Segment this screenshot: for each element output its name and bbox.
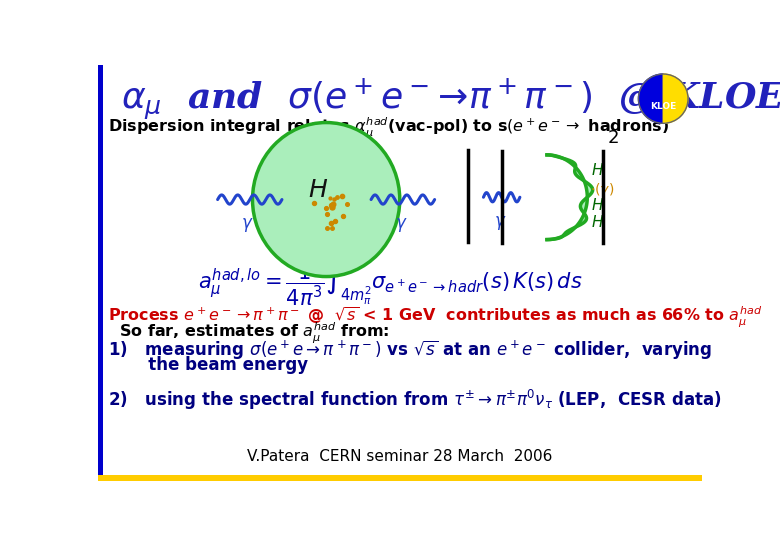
Text: $\alpha_{\mu}$  and  $\sigma(e^+e^- \!\rightarrow\! \pi^+\pi^-)$  @ KLOE: $\alpha_{\mu}$ and $\sigma(e^+e^- \!\rig… bbox=[121, 76, 780, 122]
Text: $\gamma$: $\gamma$ bbox=[241, 217, 254, 234]
Text: So far, estimates of $a_{\mu}^{had}$ from:: So far, estimates of $a_{\mu}^{had}$ fro… bbox=[108, 321, 390, 346]
Bar bbox=[98, 475, 702, 481]
Polygon shape bbox=[639, 74, 663, 123]
Text: $\gamma$: $\gamma$ bbox=[495, 214, 507, 232]
Bar bbox=[98, 65, 103, 481]
Text: $2$: $2$ bbox=[607, 129, 619, 147]
Text: $H$: $H$ bbox=[591, 197, 604, 213]
Text: $H$: $H$ bbox=[591, 163, 604, 178]
Text: V.Patera  CERN seminar 28 March  2006: V.Patera CERN seminar 28 March 2006 bbox=[247, 449, 552, 464]
Polygon shape bbox=[547, 155, 593, 240]
Text: 1)   measuring $\sigma(e^+e \rightarrow \pi^+\pi^-)$ vs $\sqrt{s}$ at an $e^+e^-: 1) measuring $\sigma(e^+e \rightarrow \p… bbox=[108, 338, 713, 361]
Text: $H$: $H$ bbox=[591, 214, 604, 230]
Text: $H$: $H$ bbox=[308, 179, 328, 202]
Ellipse shape bbox=[253, 123, 399, 276]
Text: $a_{\mu}^{had,lo} = \dfrac{1}{4\pi^3}\int_{4m_{\pi}^2}^{\infty} \sigma_{e^+e^- \: $a_{\mu}^{had,lo} = \dfrac{1}{4\pi^3}\in… bbox=[198, 261, 583, 308]
Text: the beam energy: the beam energy bbox=[108, 356, 308, 374]
Text: KLOE: KLOE bbox=[650, 102, 676, 111]
Text: $\cdot(\gamma)$: $\cdot(\gamma)$ bbox=[590, 180, 614, 199]
Text: Process $e^+e^- \rightarrow \pi^+\pi^-$ @  $\sqrt{s}$ < 1 GeV  contributes as mu: Process $e^+e^- \rightarrow \pi^+\pi^-$ … bbox=[108, 305, 763, 330]
Text: $\gamma$: $\gamma$ bbox=[395, 217, 408, 234]
Text: 2)   using the spectral function from $\tau^{\pm} \rightarrow \pi^{\pm}\pi^0\nu_: 2) using the spectral function from $\ta… bbox=[108, 388, 722, 413]
Polygon shape bbox=[663, 74, 688, 123]
Text: Dispersion integral relates $\alpha_{\mu}^{had}$(vac-pol) to s$(e^+e^- \rightarr: Dispersion integral relates $\alpha_{\mu… bbox=[108, 116, 669, 141]
